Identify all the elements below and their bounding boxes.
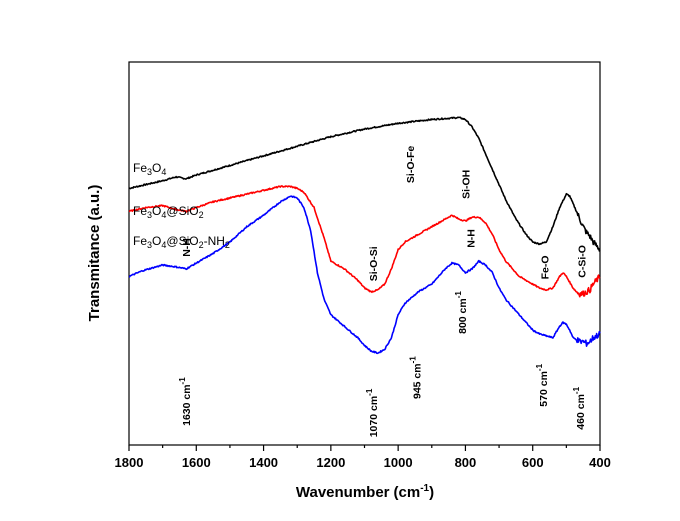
wavenumber-label: 945 cm-1 [409,356,424,399]
wavenumber-label: 800 cm-1 [454,291,469,334]
x-axis-ticks: 1800 1600 1400 1200 1000 800 600 400 [115,445,611,470]
wavenumber-sup: -1 [572,386,581,394]
wavenumber-label: 1070 cm-1 [365,388,380,437]
series-label-part: 3 [147,210,152,220]
series-label-part: O [152,161,161,175]
peak-annotation: Si-O-Fe [405,146,417,183]
peak-annotation: Si-O-Si [368,246,380,281]
series-label-part: O [152,234,161,248]
series-lines [128,116,601,355]
peak-annotation: N-H [466,229,478,248]
series-labels: Fe3​O4​Fe3​O4​@SiO2​Fe3​O4​@SiO2​-NH2​ [133,161,230,250]
series-label-part: @SiO [166,204,198,218]
series-line-1 [128,185,601,298]
x-axis-unit-close: ) [429,484,434,501]
wavenumber-sup: -1 [178,377,187,385]
wavenumber-value: 570 cm [538,371,550,407]
series-label-part: Fe [133,161,147,175]
series-label-part: 2 [199,240,204,250]
series-label-1: Fe3​O4​@SiO2​ [133,204,204,220]
x-tick-label: 600 [522,455,544,470]
series-label-part: Fe [133,204,147,218]
series-label-part: 4 [161,240,166,250]
wavenumber-value: 1070 cm [368,396,380,437]
wavenumber-sup: -1 [454,291,463,299]
peak-annotation: N-H [181,238,193,257]
series-label-part: Fe [133,234,147,248]
peak-annotation: C-Si-O [577,245,589,278]
y-axis-title: Transmitance (a.u.) [86,185,103,322]
x-tick-label: 1400 [249,455,278,470]
series-label-part: 4 [161,210,166,220]
series-label-part: 4 [161,167,166,177]
x-tick-label: 1200 [316,455,345,470]
wavenumber-value: 945 cm [412,363,424,399]
series-label-part: -NH [204,234,225,248]
x-axis-unit-open: (cm [394,484,421,501]
plot-frame [128,61,601,446]
x-axis-title: Wavenumber (cm-1) [296,483,434,501]
x-tick-label: 800 [455,455,477,470]
x-axis-unit-sup: -1 [420,483,429,494]
peak-annotations: N-H Si-O-Si Si-O-Fe Si-OH N-H Fe-O C-Si-O 1630 … [178,146,588,438]
series-label-part: 3 [147,167,152,177]
series-label-part: 2 [199,210,204,220]
series-label-part: O [152,204,161,218]
wavenumber-value: 800 cm [457,298,469,334]
peak-annotation: Fe-O [540,255,552,279]
x-tick-label: 1600 [182,455,211,470]
wavenumber-value: 460 cm [575,394,587,430]
series-label-0: Fe3​O4​ [133,161,166,177]
wavenumber-label: 460 cm-1 [572,386,587,429]
wavenumber-label: 1630 cm-1 [178,377,193,426]
wavenumber-sup: -1 [535,363,544,371]
wavenumber-label: 570 cm-1 [535,363,550,406]
wavenumber-sup: -1 [409,356,418,364]
x-tick-label: 1800 [115,455,144,470]
series-label-part: @SiO [166,234,198,248]
x-axis-title-text: Wavenumber [296,484,390,501]
x-tick-label: 1000 [384,455,413,470]
series-label-part: 3 [147,240,152,250]
series-label-2: Fe3​O4​@SiO2​-NH2​ [133,234,230,250]
series-line-2 [128,195,601,355]
wavenumber-sup: -1 [365,388,374,396]
peak-annotation: Si-OH [460,170,472,199]
series-line-0 [128,116,601,252]
series-label-part: 2 [225,240,230,250]
wavenumber-value: 1630 cm [181,384,193,425]
x-tick-label: 400 [589,455,611,470]
